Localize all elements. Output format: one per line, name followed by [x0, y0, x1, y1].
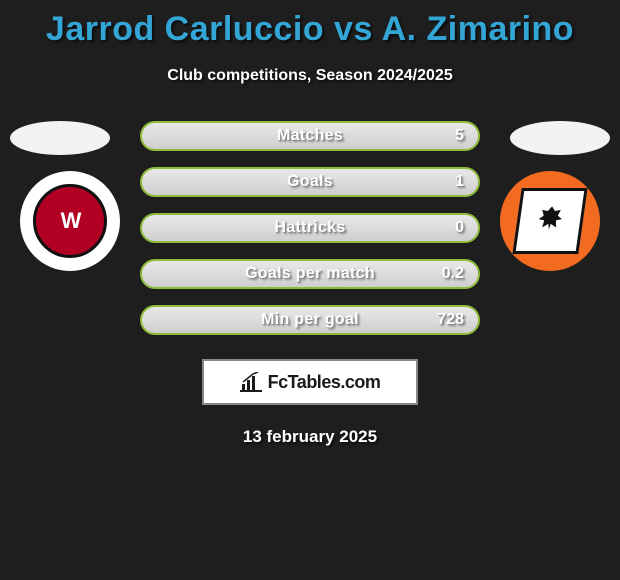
- stat-label: Min per goal: [261, 311, 359, 329]
- stat-value: 5: [455, 127, 464, 145]
- lion-icon: [534, 204, 567, 239]
- snapshot-date: 13 february 2025: [0, 427, 620, 447]
- player-slot-right: [510, 121, 610, 155]
- club-crest-right: [512, 188, 587, 254]
- stat-value: 1: [455, 173, 464, 191]
- stat-row-hattricks: Hattricks 0: [140, 213, 480, 243]
- brand-text: FcTables.com: [268, 372, 381, 393]
- stat-rows: Matches 5 Goals 1 Hattricks 0 Goals per …: [140, 121, 480, 335]
- stat-row-min-per-goal: Min per goal 728: [140, 305, 480, 335]
- main-content: W Matches 5 Goals: [0, 121, 620, 447]
- stat-label: Goals: [287, 173, 333, 191]
- stat-row-matches: Matches 5: [140, 121, 480, 151]
- club-badge-right: [500, 171, 600, 271]
- stat-row-goals: Goals 1: [140, 167, 480, 197]
- club-badge-left: W: [20, 171, 120, 271]
- club-crest-left-text: W: [61, 208, 80, 234]
- stat-label: Goals per match: [245, 265, 375, 283]
- brand-watermark: FcTables.com: [202, 359, 418, 405]
- stat-label: Hattricks: [274, 219, 345, 237]
- bar-chart-icon: [240, 372, 262, 392]
- page-subtitle: Club competitions, Season 2024/2025: [0, 67, 620, 85]
- stat-label: Matches: [277, 127, 343, 145]
- stat-value: 728: [437, 311, 464, 329]
- stat-value: 0: [455, 219, 464, 237]
- club-crest-left: W: [33, 184, 107, 258]
- player-slot-left: [10, 121, 110, 155]
- page-title: Jarrod Carluccio vs A. Zimarino: [0, 0, 620, 49]
- stat-value: 0.2: [442, 265, 464, 283]
- stat-row-goals-per-match: Goals per match 0.2: [140, 259, 480, 289]
- comparison-infographic: Jarrod Carluccio vs A. Zimarino Club com…: [0, 0, 620, 580]
